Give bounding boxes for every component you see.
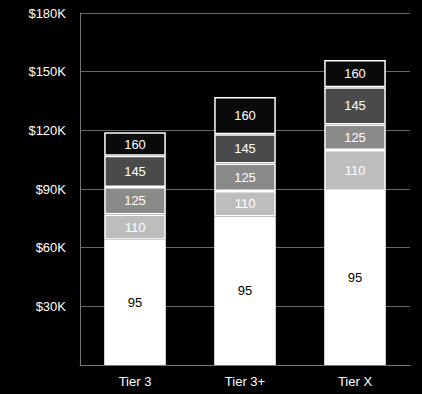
svg-text:160: 160 xyxy=(124,137,146,152)
svg-text:110: 110 xyxy=(125,220,146,235)
svg-text:$150K: $150K xyxy=(28,64,66,79)
svg-text:Tier X: Tier X xyxy=(338,374,373,389)
svg-text:145: 145 xyxy=(124,164,146,179)
svg-text:$90K: $90K xyxy=(36,182,67,197)
svg-text:95: 95 xyxy=(238,283,252,298)
svg-text:Tier 3: Tier 3 xyxy=(119,374,152,389)
svg-text:145: 145 xyxy=(234,141,256,156)
svg-text:$60K: $60K xyxy=(36,240,67,255)
svg-text:Tier 3+: Tier 3+ xyxy=(225,374,265,389)
svg-text:95: 95 xyxy=(128,295,142,310)
svg-text:160: 160 xyxy=(344,66,366,81)
svg-text:$120K: $120K xyxy=(28,123,66,138)
svg-text:125: 125 xyxy=(234,170,256,185)
svg-text:110: 110 xyxy=(345,163,366,178)
svg-text:$30K: $30K xyxy=(36,299,67,314)
svg-text:125: 125 xyxy=(124,193,146,208)
svg-text:95: 95 xyxy=(348,270,362,285)
svg-text:110: 110 xyxy=(235,196,256,211)
svg-text:160: 160 xyxy=(234,108,256,123)
svg-text:145: 145 xyxy=(344,98,366,113)
svg-text:125: 125 xyxy=(344,130,366,145)
svg-text:$180K: $180K xyxy=(28,6,66,21)
